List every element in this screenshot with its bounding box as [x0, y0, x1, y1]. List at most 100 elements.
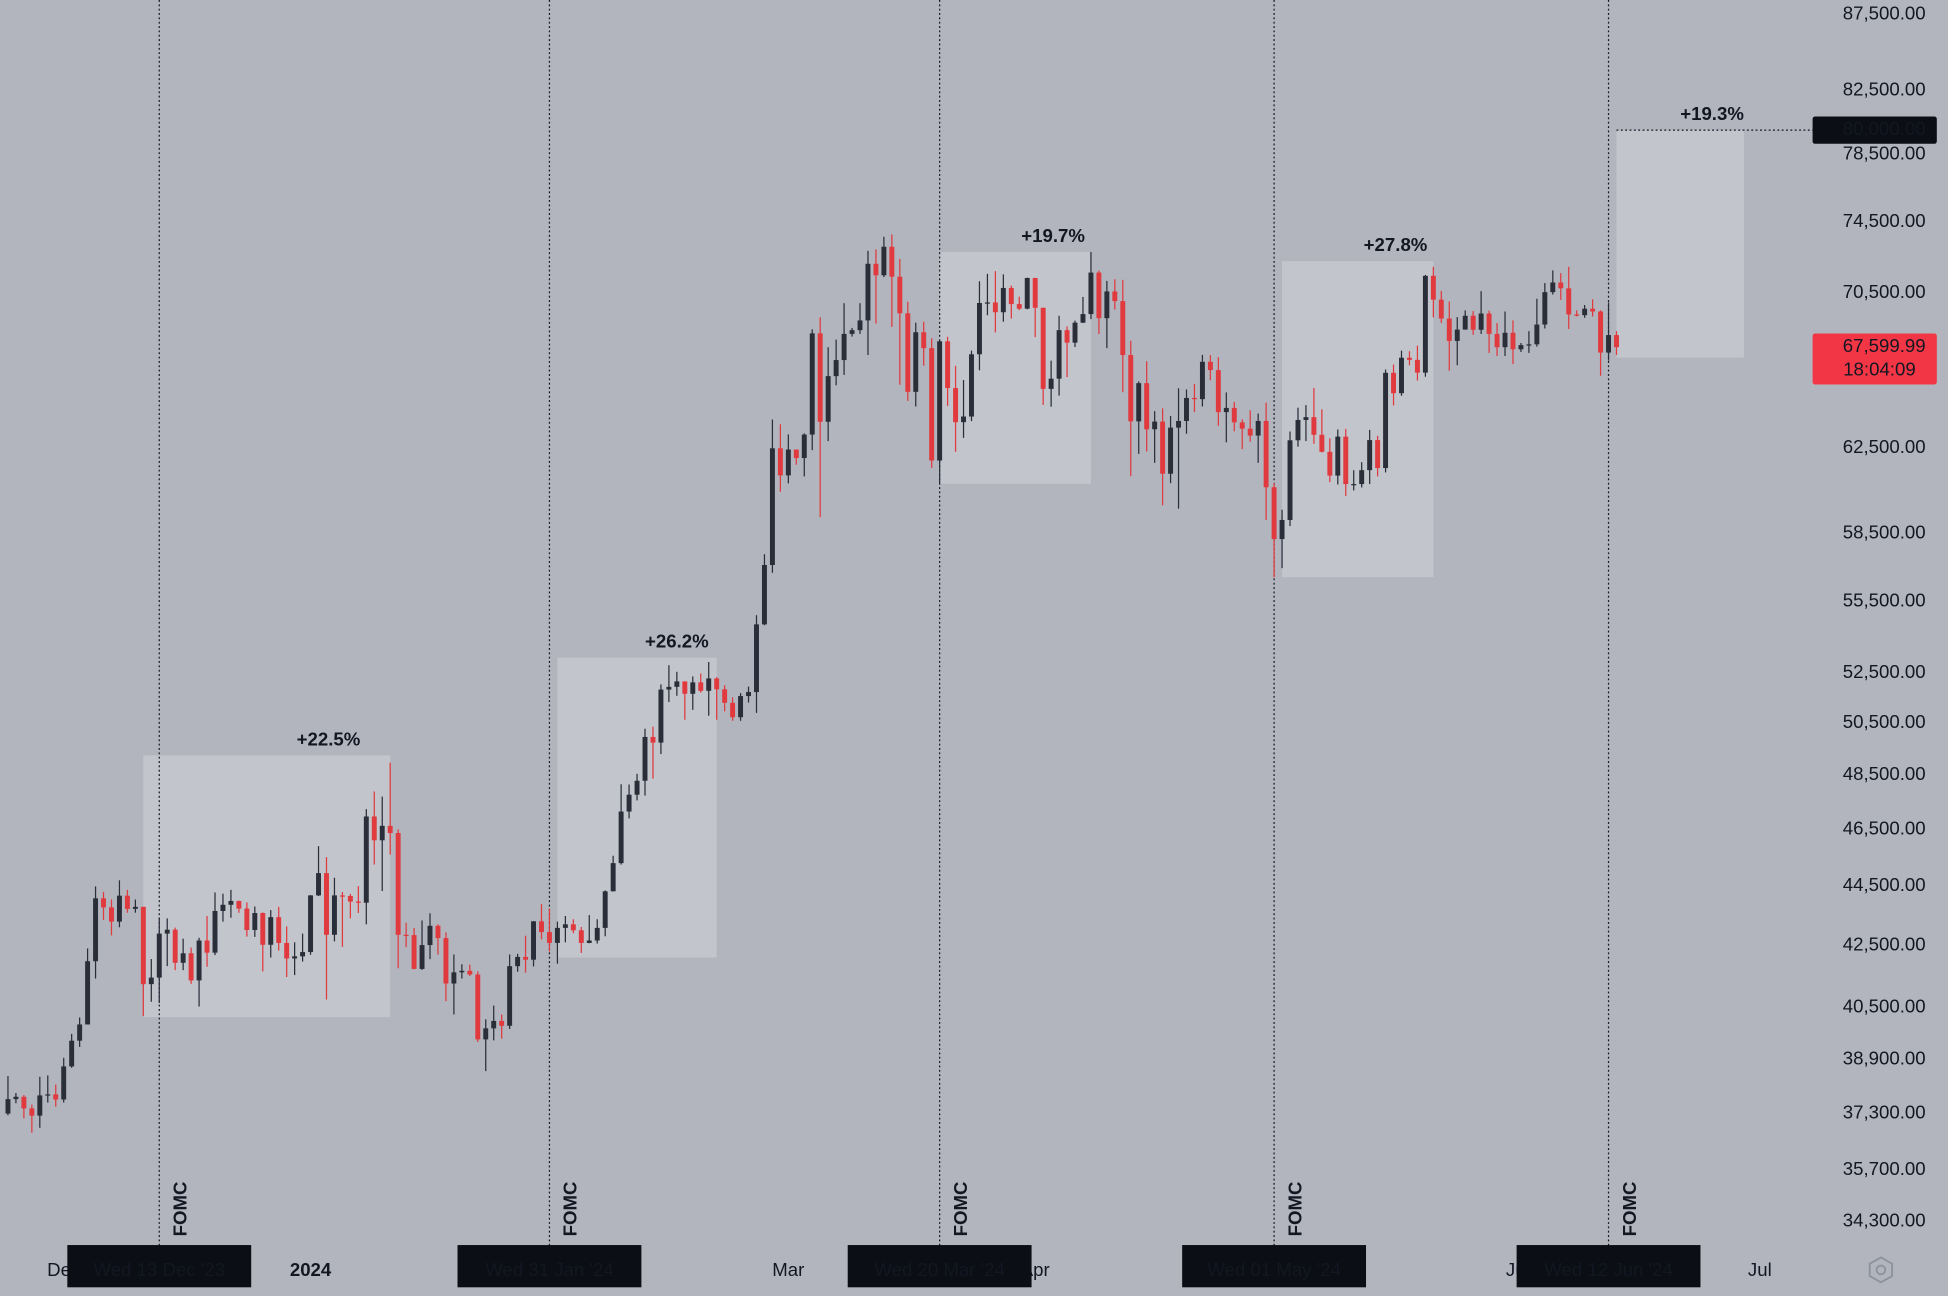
label-layer: +22.5% +26.2% +19.7% +27.8% +19.3% FOMC FOMC FO… — [67, 103, 1937, 1288]
y-tick-label: 70,500.00 — [1843, 281, 1926, 302]
range-label: +22.5% — [297, 728, 361, 749]
candle-body — [363, 816, 369, 903]
candle-body — [1000, 287, 1006, 313]
candle-body — [1375, 440, 1381, 469]
candle-body — [976, 302, 982, 355]
candle-body — [969, 354, 974, 417]
candle-body — [1271, 487, 1277, 540]
candle-body — [865, 263, 871, 321]
y-tick-label: 74,500.00 — [1843, 210, 1926, 231]
candle-body — [539, 921, 544, 933]
candle-body — [507, 966, 513, 1026]
candle-body — [1160, 421, 1166, 474]
candle-body — [889, 246, 895, 277]
candle-body — [1414, 359, 1420, 373]
candle-body — [5, 1099, 11, 1114]
candle-body — [379, 825, 385, 841]
candle-body — [586, 940, 592, 943]
candle-body — [1207, 361, 1213, 371]
candle-body — [109, 907, 114, 922]
candle-body — [1422, 275, 1428, 373]
candle-body — [849, 330, 855, 334]
candle-body — [1008, 287, 1014, 305]
candle-body — [371, 816, 377, 841]
candle-body — [1287, 440, 1293, 520]
candle-body — [1136, 383, 1142, 422]
candle-body — [276, 917, 282, 943]
candle-body — [347, 895, 353, 902]
candle-body — [1598, 311, 1604, 353]
candle-body — [1391, 372, 1397, 394]
range-label: +19.7% — [1021, 225, 1085, 246]
candle-body — [93, 898, 99, 962]
y-tick-label: 44,500.00 — [1843, 874, 1926, 895]
y-tick-label: 82,500.00 — [1843, 78, 1926, 99]
candle-body — [618, 811, 624, 864]
candle-body — [459, 970, 465, 973]
candle-body — [531, 921, 536, 960]
candle-layer — [5, 234, 1619, 1133]
candle-body — [562, 924, 568, 928]
candle-body — [1478, 313, 1484, 330]
candle-body — [1614, 335, 1619, 348]
candle-body — [331, 895, 337, 935]
last-price-label: 67,599.99 — [1843, 335, 1926, 356]
range-box — [1616, 130, 1744, 358]
candle-body — [929, 348, 935, 461]
candle-body — [515, 956, 521, 967]
candle-body — [1383, 372, 1389, 469]
candle-body — [666, 686, 672, 690]
x-tick-label: 2024 — [290, 1259, 332, 1280]
range-label: +26.2% — [645, 631, 709, 652]
candle-body — [1518, 345, 1524, 350]
candle-body — [1255, 420, 1261, 436]
candle-body — [570, 924, 576, 931]
y-tick-label: 34,300.00 — [1843, 1210, 1926, 1231]
candle-body — [674, 681, 680, 687]
candle-body — [626, 794, 632, 812]
candle-body — [1056, 330, 1062, 379]
y-tick-label: 78,500.00 — [1843, 142, 1926, 163]
candle-body — [1303, 417, 1309, 420]
candle-body — [1502, 332, 1508, 348]
y-tick-label: 87,500.00 — [1843, 3, 1926, 24]
candle-body — [1191, 397, 1197, 400]
candle-body — [992, 302, 998, 313]
event-text: FOMC — [950, 1182, 971, 1237]
y-tick-label: 42,500.00 — [1843, 933, 1926, 954]
candle-body — [1590, 308, 1596, 312]
candle-body — [658, 689, 664, 743]
candle-body — [268, 917, 274, 945]
range-box — [939, 252, 1091, 484]
candle-body — [1454, 329, 1460, 341]
last-price-box — [1812, 333, 1937, 385]
candle-body — [706, 678, 712, 691]
candle-body — [1606, 335, 1612, 353]
event-text: FOMC — [1619, 1182, 1640, 1237]
candle-body — [1399, 357, 1404, 394]
candle-body — [523, 956, 529, 960]
candle-body — [124, 895, 130, 909]
candle-body — [1239, 422, 1245, 429]
candle-body — [801, 434, 807, 459]
candle-body — [1144, 383, 1150, 430]
logo — [1868, 1256, 1894, 1284]
candle-body — [682, 681, 688, 694]
candle-body — [1367, 440, 1373, 471]
candle-body — [132, 906, 138, 909]
candle-body — [690, 682, 696, 694]
candle-body — [164, 929, 170, 934]
candle-body — [754, 624, 759, 693]
candle-body — [1168, 427, 1174, 474]
event-date-box — [457, 1245, 642, 1288]
event-text: FOMC — [170, 1182, 191, 1237]
candle-body — [69, 1040, 75, 1067]
logo-hexagon — [1868, 1256, 1894, 1284]
candle-body — [148, 977, 154, 985]
y-tick-label: 46,500.00 — [1843, 817, 1926, 838]
candle-body — [1231, 407, 1237, 423]
candle-body — [467, 970, 473, 975]
candle-body — [499, 1020, 505, 1026]
candle-body — [188, 953, 194, 981]
candle-body — [316, 873, 321, 896]
